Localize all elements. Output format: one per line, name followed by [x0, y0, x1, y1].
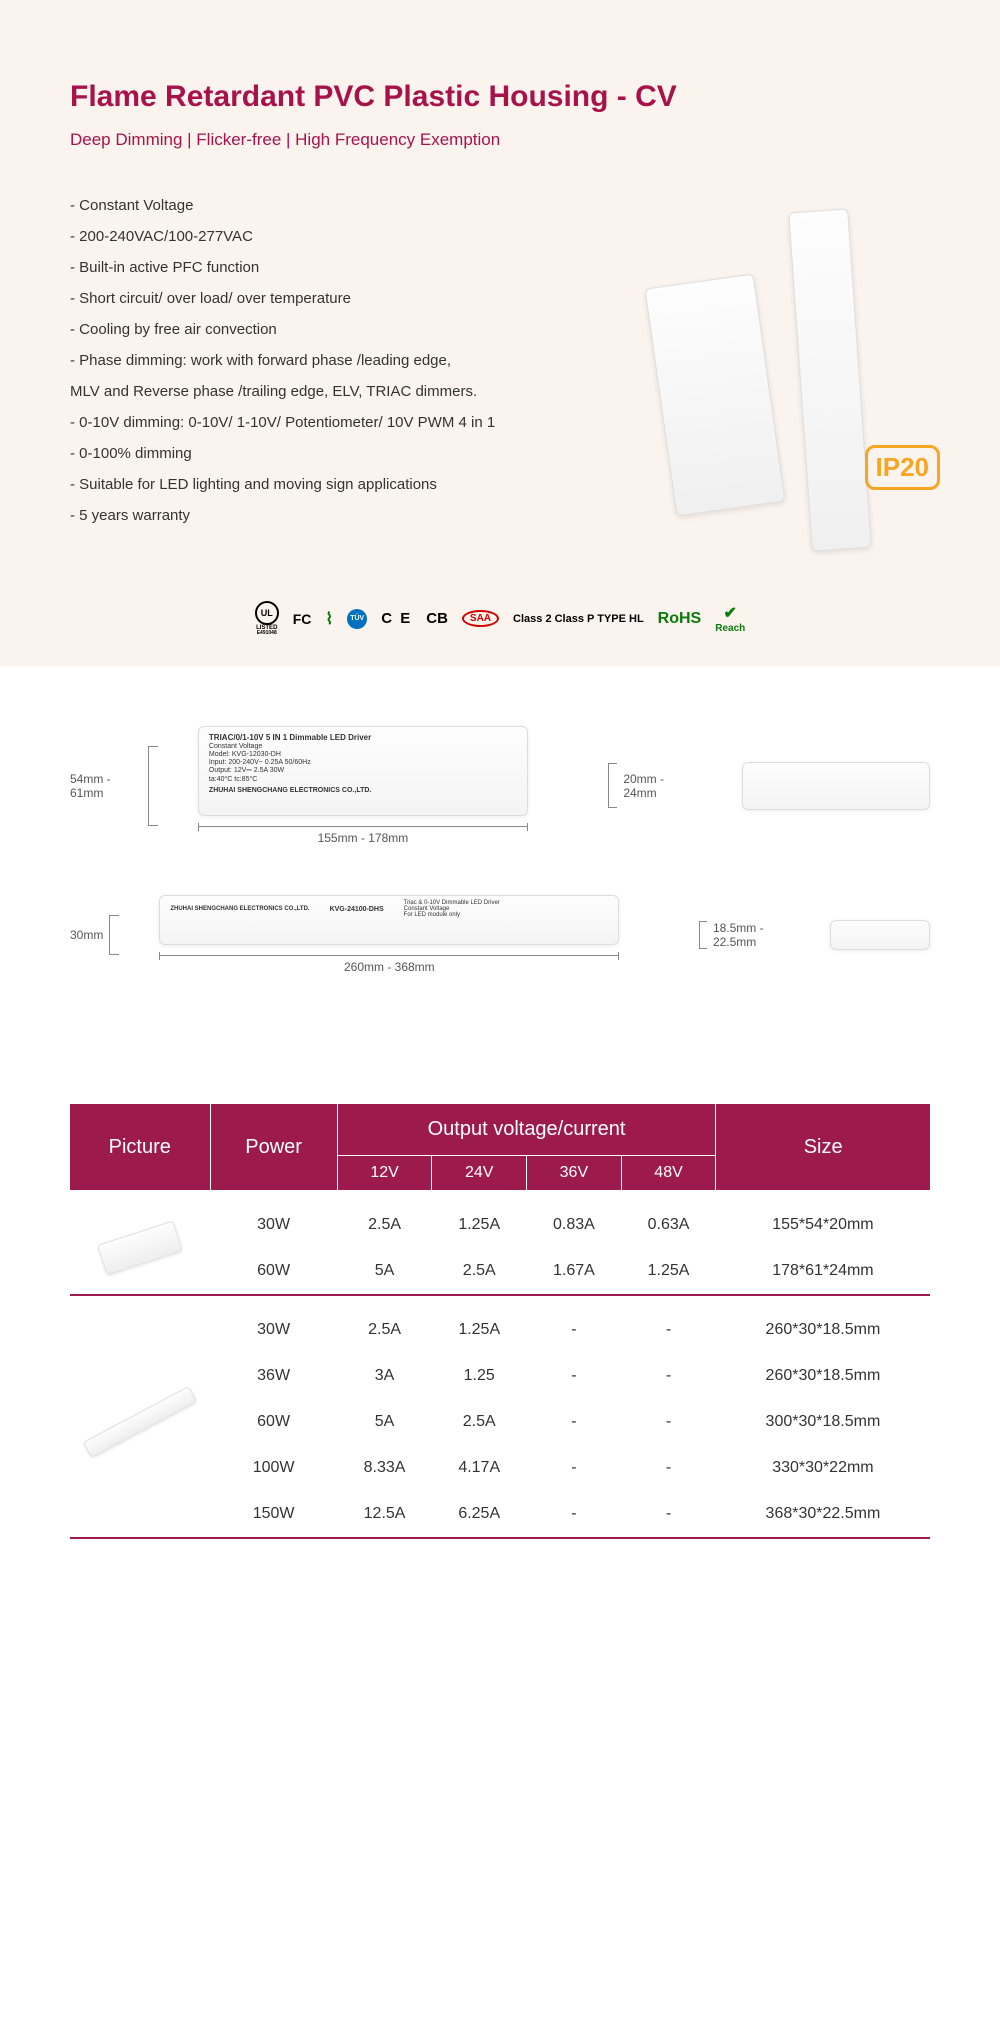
- feature-item: Phase dimming: work with forward phase /…: [70, 345, 610, 376]
- feature-item: Cooling by free air convection: [70, 314, 610, 345]
- feature-item: 200-240VAC/100-277VAC: [70, 221, 610, 252]
- page-subtitle: Deep Dimming | Flicker-free | High Frequ…: [70, 130, 930, 150]
- feature-item: Built-in active PFC function: [70, 252, 610, 283]
- table-row: 30W 2.5A 1.25A 0.83A 0.63A 155*54*20mm: [70, 1202, 930, 1248]
- page-title: Flame Retardant PVC Plastic Housing - CV: [70, 80, 930, 114]
- th-48v: 48V: [621, 1156, 716, 1191]
- ip-rating-badge: IP20: [865, 445, 941, 490]
- feature-item: Suitable for LED lighting and moving sig…: [70, 469, 610, 500]
- class-text: Class 2 Class P TYPE HL: [513, 613, 644, 625]
- dimensions-section: 54mm - 61mm TRIAC/0/1-10V 5 IN 1 Dimmabl…: [0, 666, 1000, 1074]
- side-height-label-2: 18.5mm - 22.5mm: [699, 921, 790, 949]
- th-size: Size: [716, 1104, 930, 1190]
- feature-item: Short circuit/ over load/ over temperatu…: [70, 283, 610, 314]
- width-label-2: 260mm - 368mm: [159, 960, 619, 974]
- product-thumb-long: [83, 1386, 197, 1458]
- product-1-front: TRIAC/0/1-10V 5 IN 1 Dimmable LED Driver…: [198, 726, 528, 816]
- product-2-side: [830, 920, 930, 950]
- ul-icon: UL LISTED E491048: [255, 601, 279, 636]
- certifications-row: UL LISTED E491048 FC ⌇ TÜV C E CB SAA Cl…: [70, 601, 930, 636]
- product-hero-image: [590, 220, 930, 560]
- feature-item: 0-100% dimming: [70, 438, 610, 469]
- height-label-1: 54mm - 61mm: [70, 746, 158, 826]
- spec-table: Picture Power Output voltage/current Siz…: [70, 1104, 930, 1539]
- product-1-side: [742, 762, 931, 810]
- th-24v: 24V: [432, 1156, 527, 1191]
- th-36v: 36V: [527, 1156, 622, 1191]
- th-picture: Picture: [70, 1104, 210, 1190]
- dimension-row-2: 30mm ZHUHAI SHENGCHANG ELECTRONICS CO.,L…: [70, 895, 930, 974]
- intro-section: Flame Retardant PVC Plastic Housing - CV…: [0, 0, 1000, 666]
- dimension-row-1: 54mm - 61mm TRIAC/0/1-10V 5 IN 1 Dimmabl…: [70, 726, 930, 845]
- feature-item: 0-10V dimming: 0-10V/ 1-10V/ Potentiomet…: [70, 407, 610, 438]
- cb-icon: CB: [426, 610, 448, 627]
- ce-icon: C E: [381, 610, 412, 627]
- feature-list: Constant Voltage 200-240VAC/100-277VAC B…: [70, 190, 610, 531]
- th-power: Power: [210, 1104, 337, 1190]
- product-thumb-short: [97, 1220, 183, 1275]
- width-label-1: 155mm - 178mm: [198, 831, 528, 845]
- table-row: 30W 2.5A 1.25A - - 260*30*18.5mm: [70, 1307, 930, 1353]
- driver-long-shape: [788, 208, 872, 551]
- th-12v: 12V: [337, 1156, 432, 1191]
- group-divider: [70, 1537, 930, 1538]
- fcc-icon: FC: [293, 611, 312, 627]
- height-label-2: 30mm: [70, 915, 119, 955]
- energy-icon: ⌇: [325, 609, 333, 629]
- product-2-front: ZHUHAI SHENGCHANG ELECTRONICS CO.,LTD. K…: [159, 895, 619, 945]
- feature-item-cont: MLV and Reverse phase /trailing edge, EL…: [70, 376, 610, 407]
- feature-item: 5 years warranty: [70, 500, 610, 531]
- pic-cell-1: [70, 1202, 210, 1294]
- driver-short-shape: [645, 273, 786, 516]
- rohs-icon: RoHS: [658, 610, 702, 628]
- side-height-label-1: 20mm - 24mm: [608, 763, 702, 808]
- reach-icon: ✔ Reach: [715, 603, 745, 634]
- feature-item: Constant Voltage: [70, 190, 610, 221]
- pic-cell-2: [70, 1307, 210, 1537]
- saa-icon: SAA: [462, 610, 499, 627]
- tuv-icon: TÜV: [347, 609, 367, 629]
- spec-table-section: Picture Power Output voltage/current Siz…: [0, 1074, 1000, 1619]
- th-output: Output voltage/current: [337, 1104, 716, 1156]
